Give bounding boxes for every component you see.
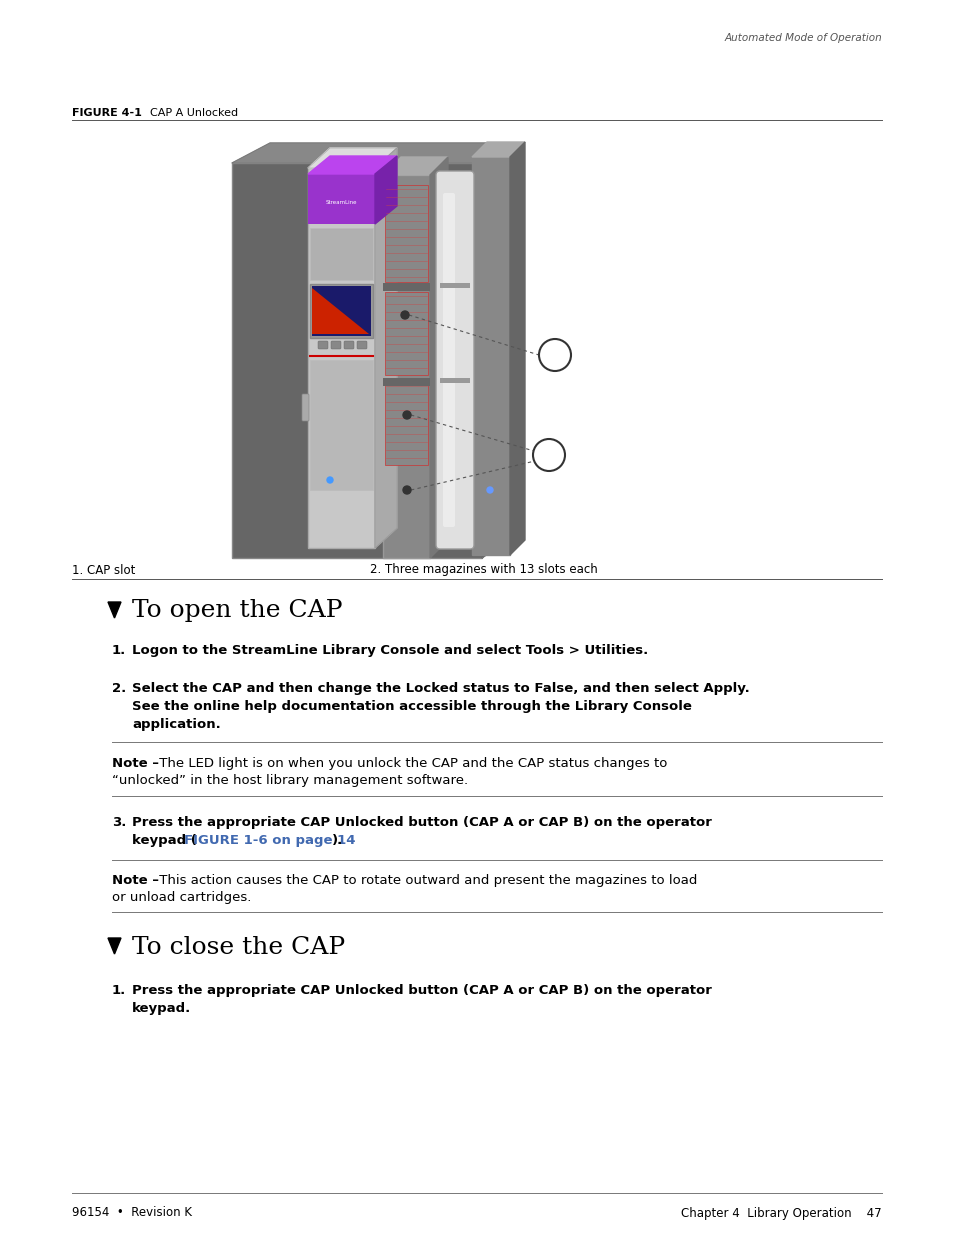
Text: Note –: Note – — [112, 874, 159, 887]
Text: 96154  •  Revision K: 96154 • Revision K — [71, 1207, 192, 1219]
Polygon shape — [481, 143, 510, 558]
Polygon shape — [430, 157, 448, 558]
Text: Note –: Note – — [112, 757, 159, 769]
Text: 1.: 1. — [112, 984, 126, 997]
FancyBboxPatch shape — [442, 193, 455, 527]
Text: To close the CAP: To close the CAP — [132, 935, 345, 958]
Circle shape — [402, 487, 411, 494]
Circle shape — [327, 477, 333, 483]
FancyBboxPatch shape — [439, 378, 470, 383]
Polygon shape — [308, 148, 396, 168]
Text: See the online help documentation accessible through the Library Console: See the online help documentation access… — [132, 700, 691, 713]
Text: ).: ). — [332, 834, 343, 847]
Text: 2.: 2. — [112, 682, 126, 695]
FancyBboxPatch shape — [382, 378, 430, 387]
FancyBboxPatch shape — [308, 168, 375, 548]
Text: “unlocked” in the host library management software.: “unlocked” in the host library managemen… — [112, 774, 468, 787]
FancyBboxPatch shape — [356, 341, 367, 350]
Circle shape — [402, 411, 411, 419]
FancyBboxPatch shape — [436, 170, 474, 550]
FancyBboxPatch shape — [308, 174, 375, 224]
Text: StreamLine: StreamLine — [325, 200, 356, 205]
FancyBboxPatch shape — [302, 394, 309, 421]
FancyBboxPatch shape — [382, 175, 430, 558]
Polygon shape — [232, 143, 510, 163]
Text: Logon to the StreamLine Library Console and select Tools > Utilities.: Logon to the StreamLine Library Console … — [132, 643, 648, 657]
FancyBboxPatch shape — [310, 228, 373, 280]
Polygon shape — [472, 142, 524, 157]
FancyBboxPatch shape — [317, 341, 328, 350]
FancyBboxPatch shape — [232, 163, 481, 558]
Text: Chapter 4  Library Operation    47: Chapter 4 Library Operation 47 — [680, 1207, 882, 1219]
Text: This action causes the CAP to rotate outward and present the magazines to load: This action causes the CAP to rotate out… — [154, 874, 697, 887]
FancyBboxPatch shape — [344, 341, 354, 350]
Circle shape — [486, 487, 493, 493]
Text: 2. Three magazines with 13 slots each: 2. Three magazines with 13 slots each — [370, 563, 598, 577]
FancyBboxPatch shape — [310, 359, 373, 490]
FancyBboxPatch shape — [472, 157, 510, 555]
FancyBboxPatch shape — [385, 382, 428, 466]
Text: The LED light is on when you unlock the CAP and the CAP status changes to: The LED light is on when you unlock the … — [154, 757, 667, 769]
FancyBboxPatch shape — [385, 185, 428, 282]
Polygon shape — [108, 601, 121, 618]
Polygon shape — [108, 939, 121, 953]
FancyBboxPatch shape — [310, 284, 373, 338]
Polygon shape — [312, 288, 369, 333]
Circle shape — [400, 311, 409, 319]
Text: keypad.: keypad. — [132, 1002, 191, 1015]
Text: CAP A Unlocked: CAP A Unlocked — [150, 107, 238, 119]
Text: Select the CAP and then change the Locked status to False, and then select Apply: Select the CAP and then change the Locke… — [132, 682, 749, 695]
Text: Press the appropriate CAP Unlocked button (CAP A or CAP B) on the operator: Press the appropriate CAP Unlocked butto… — [132, 984, 711, 997]
Text: Press the appropriate CAP Unlocked button (CAP A or CAP B) on the operator: Press the appropriate CAP Unlocked butto… — [132, 816, 711, 829]
FancyBboxPatch shape — [312, 287, 371, 336]
FancyBboxPatch shape — [439, 283, 470, 288]
FancyBboxPatch shape — [331, 341, 340, 350]
Polygon shape — [375, 148, 396, 548]
Text: keypad (: keypad ( — [132, 834, 196, 847]
Polygon shape — [382, 157, 448, 175]
Polygon shape — [510, 142, 524, 555]
FancyBboxPatch shape — [382, 283, 430, 291]
Text: or unload cartridges.: or unload cartridges. — [112, 890, 251, 904]
Polygon shape — [375, 156, 396, 224]
Text: Automated Mode of Operation: Automated Mode of Operation — [723, 33, 882, 43]
Text: 1. CAP slot: 1. CAP slot — [71, 563, 135, 577]
Text: 3.: 3. — [112, 816, 126, 829]
Text: 1.: 1. — [112, 643, 126, 657]
Text: application.: application. — [132, 718, 220, 731]
Text: To open the CAP: To open the CAP — [132, 599, 342, 621]
Text: FIGURE 4-1: FIGURE 4-1 — [71, 107, 142, 119]
Text: FIGURE 1-6 on page 14: FIGURE 1-6 on page 14 — [184, 834, 355, 847]
FancyBboxPatch shape — [385, 291, 428, 375]
Polygon shape — [308, 156, 396, 174]
